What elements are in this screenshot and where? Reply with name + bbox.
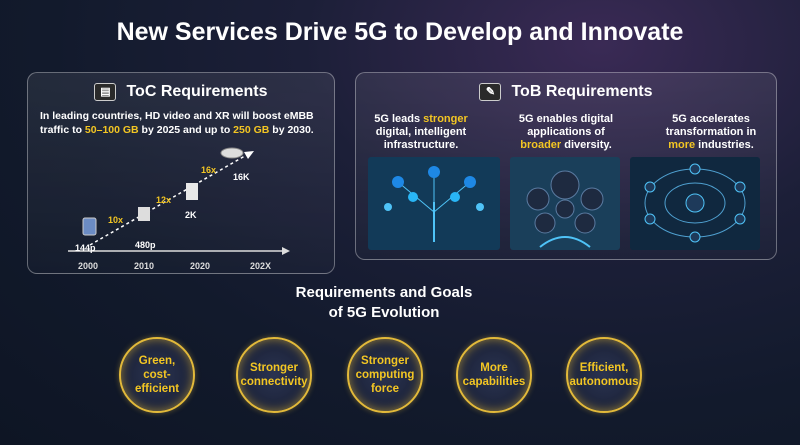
document-icon: ▤ <box>94 83 117 101</box>
toc-text-highlight: 250 GB <box>233 124 270 136</box>
tob-col-highlight: broader <box>520 139 562 151</box>
goals-title: Requirements and Goals of 5G Evolution <box>0 283 768 323</box>
phone-icon <box>82 217 97 236</box>
goal-stronger-computing-force: Stronger computing force <box>347 337 423 413</box>
multiplier-12x: 12x <box>156 195 171 205</box>
goal-efficient-autonomous: Efficient, autonomous <box>566 337 642 413</box>
goals-title-line2: of 5G Evolution <box>328 304 440 321</box>
resolution-growth-graphic: 144p 480p 2K 16K 10x 12x 16x 2000 2010 2… <box>68 147 290 271</box>
goal-stronger-connectivity: Stronger connectivity <box>236 337 312 413</box>
toc-heading-label: ToC Requirements <box>126 83 268 101</box>
vr-headset-icon <box>220 147 244 159</box>
screen-480p-icon <box>138 207 150 221</box>
res-label-2k: 2K <box>185 210 197 220</box>
tob-col-text: 5G accelerates transformation in <box>665 113 757 138</box>
tob-col-industries: 5G accelerates transformation in more in… <box>651 113 771 152</box>
tob-heading-label: ToB Requirements <box>511 83 653 101</box>
year-2000: 2000 <box>78 261 98 271</box>
goal-more-capabilities: More capabilities <box>456 337 532 413</box>
growth-trend-line <box>89 152 251 246</box>
applications-cluster-image <box>510 157 620 250</box>
infrastructure-tree-image <box>368 157 500 250</box>
tob-col-highlight: more <box>668 139 696 151</box>
toc-description: In leading countries, HD video and XR wi… <box>40 109 325 137</box>
multiplier-10x: 10x <box>108 215 123 225</box>
toc-text-part: In leading countries, HD video and XR wi… <box>40 110 314 136</box>
pen-icon: ✎ <box>479 83 502 101</box>
multiplier-16x: 16x <box>201 165 216 175</box>
res-label-16k: 16K <box>233 172 250 182</box>
year-2010: 2010 <box>134 261 154 271</box>
res-label-480p: 480p <box>135 240 156 250</box>
tob-col-text: digital, intelligent infrastructure. <box>375 126 467 151</box>
res-label-144p: 144p <box>75 243 96 253</box>
tob-col-text: 5G leads <box>374 113 424 125</box>
toc-panel: ▤ ToC Requirements In leading countries, … <box>27 72 335 274</box>
tob-col-text: industries. <box>695 139 754 151</box>
tob-col-infrastructure: 5G leads stronger digital, intelligent i… <box>361 113 481 152</box>
page-title: New Services Drive 5G to Develop and Inn… <box>116 18 684 46</box>
tob-col-highlight: stronger <box>423 113 468 125</box>
goals-title-line1: Requirements and Goals <box>295 284 473 301</box>
toc-text-part: by 2025 and up to <box>138 124 234 136</box>
tob-col-applications: 5G enables digital applications of broad… <box>506 113 626 152</box>
goal-green-cost-efficient: Green, cost-efficient <box>119 337 195 413</box>
screen-2k-icon <box>186 183 198 200</box>
toc-heading: ▤ ToC Requirements <box>28 83 334 101</box>
toc-text-highlight: 50–100 GB <box>84 124 139 136</box>
year-2020: 2020 <box>190 261 210 271</box>
timeline-arrow <box>282 247 290 255</box>
year-202x: 202X <box>250 261 271 271</box>
toc-text-part: by 2030. <box>269 124 314 136</box>
growth-trend-arrow <box>244 151 254 159</box>
industries-network-image <box>630 157 760 250</box>
tob-col-text: 5G enables digital applications of <box>518 113 614 138</box>
tob-heading: ✎ ToB Requirements <box>356 83 776 101</box>
tob-col-text: diversity. <box>561 139 612 151</box>
